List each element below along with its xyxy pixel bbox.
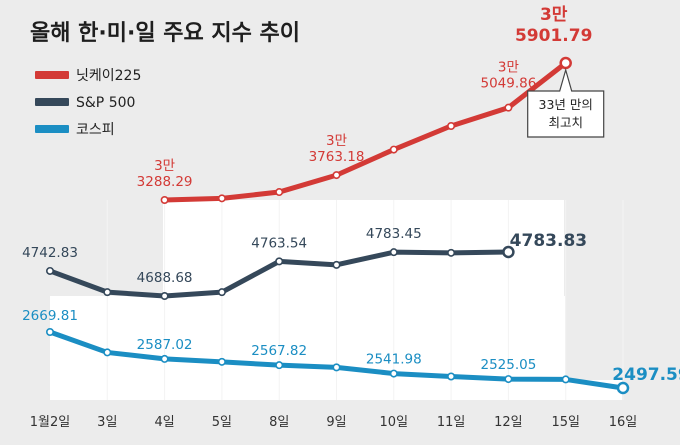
series-endpoint: [616, 381, 630, 395]
data-label: 4763.54: [251, 235, 307, 251]
data-label: 3288.29: [137, 174, 193, 190]
callout-box: [527, 67, 605, 138]
lower-panel: [50, 296, 565, 400]
series-point: [332, 363, 341, 372]
series-point: [217, 357, 226, 366]
data-label: 2587.02: [137, 337, 193, 353]
x-tick-label: 11일: [437, 415, 466, 430]
series-point: [389, 248, 398, 257]
series-endpoint: [502, 245, 515, 259]
series-point: [217, 288, 226, 297]
series-point: [45, 327, 54, 336]
x-tick-label: 15일: [551, 415, 580, 430]
data-label: 3763.18: [309, 149, 365, 165]
legend-label: S&P 500: [76, 95, 135, 111]
x-tick-label: 10일: [380, 415, 409, 430]
data-label: 5901.79: [515, 26, 592, 46]
series-point: [103, 288, 112, 297]
data-label: 4742.83: [22, 245, 78, 261]
x-tick-label: 12일: [494, 415, 523, 430]
data-label: 2497.59: [612, 365, 680, 385]
x-axis: 1월2일 3일 4일 5일 8일 9일 10일 11일 12일 15일 16일: [30, 415, 637, 430]
series-point: [160, 291, 169, 300]
data-label: 2525.05: [480, 357, 536, 373]
series-point: [447, 248, 456, 257]
series-point: [504, 103, 513, 112]
series-point: [447, 372, 456, 381]
x-tick-label: 1월2일: [30, 415, 70, 430]
data-label-prefix: 3만: [540, 5, 568, 25]
data-label-prefix: 3만: [498, 60, 519, 76]
x-tick-label: 9일: [326, 415, 346, 430]
x-tick-label: 3일: [97, 415, 117, 430]
series-point: [275, 188, 284, 197]
series-point: [504, 375, 513, 384]
chart-title: 올해 한·미·일 주요 지수 추이: [30, 21, 300, 46]
data-label: 2567.82: [251, 343, 307, 359]
series-point: [332, 260, 341, 269]
data-label: 5049.86: [480, 76, 536, 92]
series-point: [332, 171, 341, 180]
legend-swatch: [35, 71, 69, 79]
data-label: 4688.68: [137, 270, 193, 286]
series-point: [389, 145, 398, 154]
callout-text: 최고치: [548, 115, 583, 130]
series-point: [389, 369, 398, 378]
series-endpoint: [559, 56, 572, 70]
data-label-prefix: 3만: [326, 133, 347, 149]
series-point: [275, 361, 284, 370]
series-point: [160, 354, 169, 363]
series-point: [217, 194, 226, 203]
series-point: [45, 266, 54, 275]
legend-label: 닛케이225: [76, 68, 141, 84]
data-label: 4783.83: [510, 231, 587, 251]
series-line: [162, 60, 569, 203]
series-point: [103, 348, 112, 357]
series-point: [160, 196, 169, 205]
x-tick-label: 8일: [269, 415, 289, 430]
legend: 닛케이225 S&P 500 코스피: [35, 68, 141, 138]
series-point: [447, 121, 456, 130]
legend-label: 코스피: [76, 122, 115, 138]
series-point: [561, 375, 570, 384]
data-label: 2541.98: [366, 352, 422, 368]
data-label: 4783.45: [366, 226, 422, 242]
x-tick-label: 4일: [154, 415, 174, 430]
callout-text: 33년 만의: [539, 97, 593, 112]
data-label-prefix: 3만: [154, 158, 175, 174]
data-label: 2669.81: [22, 308, 78, 324]
series-point: [275, 257, 284, 266]
legend-swatch: [35, 98, 69, 106]
x-tick-label: 5일: [212, 415, 232, 430]
x-tick-label: 16일: [609, 415, 638, 430]
legend-swatch: [35, 125, 69, 133]
